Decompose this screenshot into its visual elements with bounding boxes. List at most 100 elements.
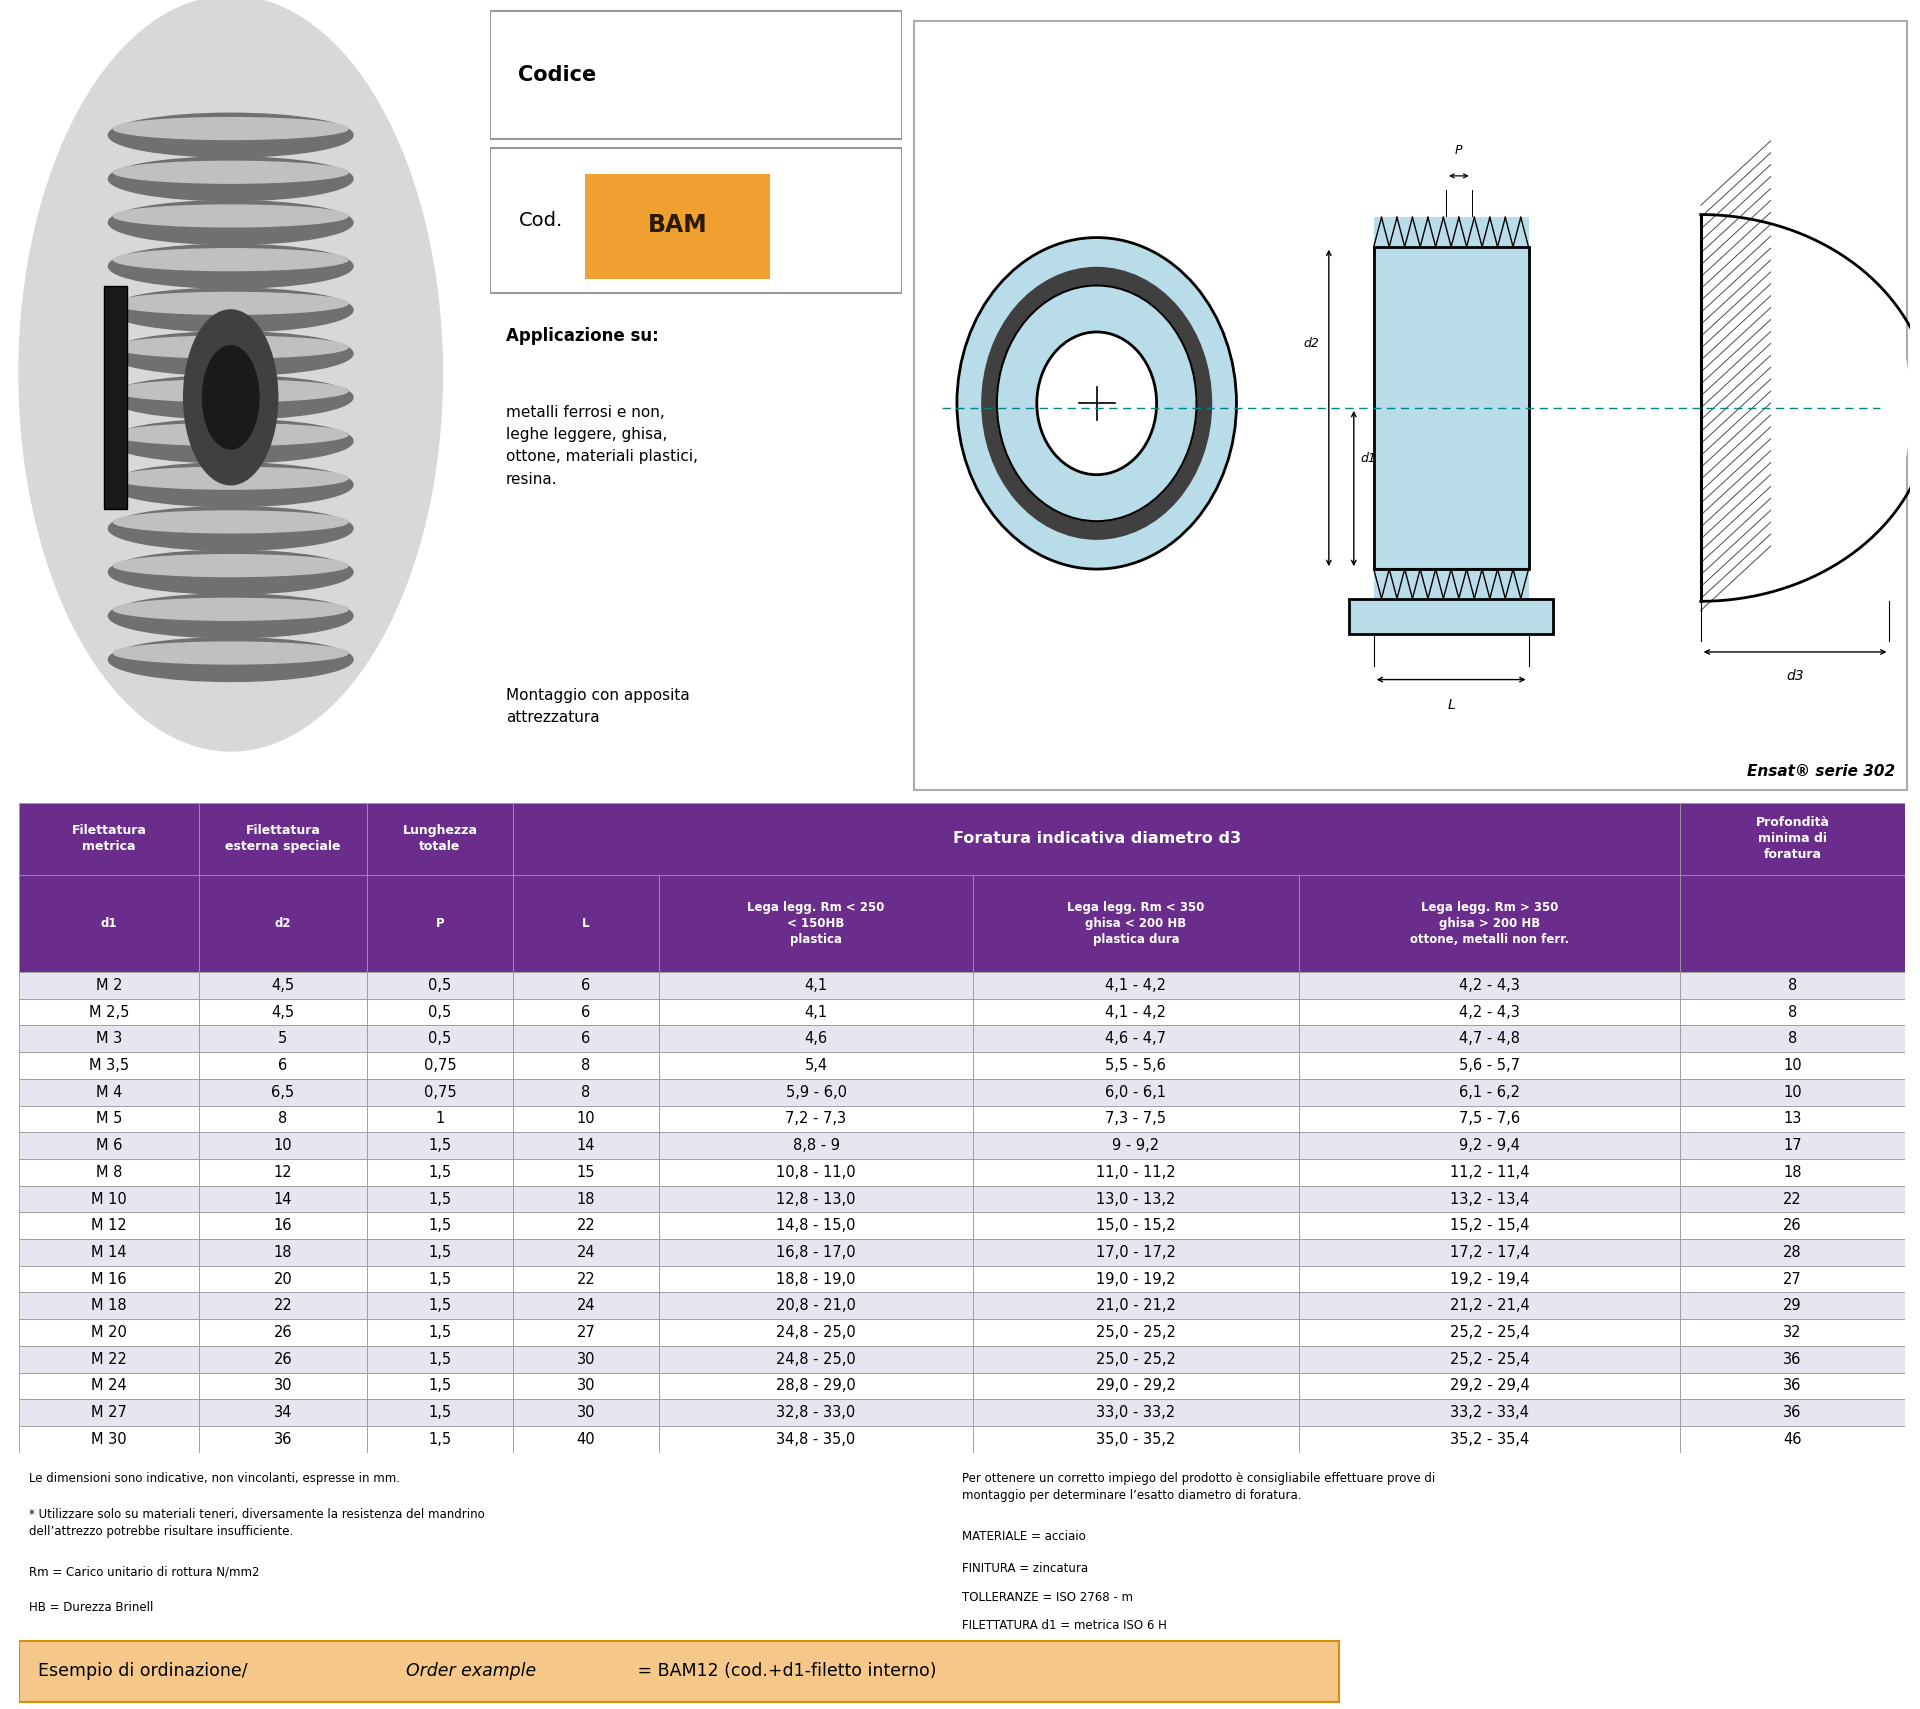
Text: 27: 27	[1784, 1271, 1801, 1287]
Text: 36: 36	[1784, 1405, 1801, 1420]
FancyBboxPatch shape	[659, 1186, 973, 1212]
Text: 18: 18	[275, 1244, 292, 1260]
FancyBboxPatch shape	[659, 1400, 973, 1425]
FancyBboxPatch shape	[367, 1053, 513, 1078]
Text: L: L	[582, 916, 589, 930]
FancyBboxPatch shape	[1680, 1372, 1905, 1400]
FancyBboxPatch shape	[659, 1106, 973, 1133]
FancyBboxPatch shape	[1375, 569, 1528, 598]
Ellipse shape	[981, 268, 1212, 538]
FancyBboxPatch shape	[1680, 1319, 1905, 1347]
FancyBboxPatch shape	[1298, 1239, 1680, 1266]
Text: 26: 26	[275, 1324, 292, 1340]
FancyBboxPatch shape	[367, 1133, 513, 1159]
Text: 22: 22	[576, 1271, 595, 1287]
FancyBboxPatch shape	[973, 1133, 1298, 1159]
FancyBboxPatch shape	[973, 1319, 1298, 1347]
Text: 29,0 - 29,2: 29,0 - 29,2	[1096, 1379, 1175, 1393]
FancyBboxPatch shape	[367, 972, 513, 998]
FancyBboxPatch shape	[659, 998, 973, 1025]
FancyBboxPatch shape	[19, 1186, 200, 1212]
FancyBboxPatch shape	[367, 803, 513, 875]
Text: Ensat® serie 302: Ensat® serie 302	[1747, 764, 1895, 779]
FancyBboxPatch shape	[367, 875, 513, 972]
Text: M 5: M 5	[96, 1111, 123, 1126]
FancyBboxPatch shape	[1350, 598, 1553, 634]
FancyBboxPatch shape	[367, 1239, 513, 1266]
FancyBboxPatch shape	[19, 1133, 200, 1159]
Text: 8,8 - 9: 8,8 - 9	[793, 1138, 839, 1154]
FancyBboxPatch shape	[200, 1186, 367, 1212]
Text: 1,5: 1,5	[428, 1299, 451, 1313]
Text: M 18: M 18	[90, 1299, 127, 1313]
FancyBboxPatch shape	[19, 875, 200, 972]
Text: 20: 20	[273, 1271, 292, 1287]
FancyBboxPatch shape	[1298, 1425, 1680, 1453]
FancyBboxPatch shape	[513, 1053, 659, 1078]
FancyBboxPatch shape	[19, 1106, 200, 1133]
Ellipse shape	[956, 238, 1236, 569]
FancyBboxPatch shape	[1298, 1266, 1680, 1292]
FancyBboxPatch shape	[973, 972, 1298, 998]
FancyBboxPatch shape	[19, 1025, 200, 1053]
Ellipse shape	[113, 337, 348, 357]
Text: M 20: M 20	[90, 1324, 127, 1340]
Text: 20,8 - 21,0: 20,8 - 21,0	[776, 1299, 856, 1313]
Text: M 3: M 3	[96, 1031, 123, 1046]
Text: 22: 22	[273, 1299, 292, 1313]
Text: 24,8 - 25,0: 24,8 - 25,0	[776, 1352, 856, 1367]
FancyBboxPatch shape	[659, 1347, 973, 1372]
FancyBboxPatch shape	[367, 1212, 513, 1239]
FancyBboxPatch shape	[659, 1292, 973, 1319]
FancyBboxPatch shape	[659, 972, 973, 998]
FancyBboxPatch shape	[1680, 972, 1905, 998]
FancyBboxPatch shape	[659, 1159, 973, 1186]
Text: 11,2 - 11,4: 11,2 - 11,4	[1450, 1166, 1528, 1179]
FancyBboxPatch shape	[513, 1347, 659, 1372]
FancyBboxPatch shape	[1298, 1186, 1680, 1212]
Text: 30: 30	[576, 1379, 595, 1393]
FancyBboxPatch shape	[1680, 1347, 1905, 1372]
FancyBboxPatch shape	[367, 1159, 513, 1186]
Text: d2: d2	[1304, 337, 1319, 350]
FancyBboxPatch shape	[1680, 1239, 1905, 1266]
Text: 46: 46	[1784, 1432, 1801, 1448]
Text: 14,8 - 15,0: 14,8 - 15,0	[776, 1219, 856, 1234]
FancyBboxPatch shape	[973, 1025, 1298, 1053]
FancyBboxPatch shape	[19, 1212, 200, 1239]
FancyBboxPatch shape	[367, 1400, 513, 1425]
FancyBboxPatch shape	[659, 875, 973, 972]
FancyBboxPatch shape	[973, 1212, 1298, 1239]
FancyBboxPatch shape	[1680, 1212, 1905, 1239]
Text: 33,2 - 33,4: 33,2 - 33,4	[1450, 1405, 1528, 1420]
Text: 14: 14	[275, 1191, 292, 1207]
Text: 0,5: 0,5	[428, 1031, 451, 1046]
Text: 8: 8	[1788, 1005, 1797, 1020]
Text: Esempio di ordinazione/: Esempio di ordinazione/	[38, 1663, 248, 1680]
Text: M 30: M 30	[90, 1432, 127, 1448]
Text: 36: 36	[275, 1432, 292, 1448]
FancyBboxPatch shape	[19, 1159, 200, 1186]
FancyBboxPatch shape	[659, 1425, 973, 1453]
Text: 4,1: 4,1	[804, 978, 828, 993]
Text: 16: 16	[275, 1219, 292, 1234]
Text: 1,5: 1,5	[428, 1244, 451, 1260]
FancyBboxPatch shape	[200, 1078, 367, 1106]
FancyBboxPatch shape	[513, 1400, 659, 1425]
FancyBboxPatch shape	[1680, 1078, 1905, 1106]
Text: 8: 8	[582, 1058, 591, 1073]
Text: 30: 30	[576, 1352, 595, 1367]
FancyBboxPatch shape	[1680, 875, 1905, 972]
Text: Le dimensioni sono indicative, non vincolanti, espresse in mm.: Le dimensioni sono indicative, non vinco…	[29, 1471, 399, 1485]
FancyBboxPatch shape	[200, 1400, 367, 1425]
FancyBboxPatch shape	[1680, 1025, 1905, 1053]
Text: M 24: M 24	[90, 1379, 127, 1393]
Text: 0,75: 0,75	[424, 1058, 457, 1073]
FancyBboxPatch shape	[914, 21, 1907, 790]
Text: 19,2 - 19,4: 19,2 - 19,4	[1450, 1271, 1528, 1287]
Text: 9 - 9,2: 9 - 9,2	[1112, 1138, 1160, 1154]
Text: 1,5: 1,5	[428, 1405, 451, 1420]
FancyBboxPatch shape	[1298, 1372, 1680, 1400]
Text: 33,0 - 33,2: 33,0 - 33,2	[1096, 1405, 1175, 1420]
Ellipse shape	[108, 550, 353, 595]
